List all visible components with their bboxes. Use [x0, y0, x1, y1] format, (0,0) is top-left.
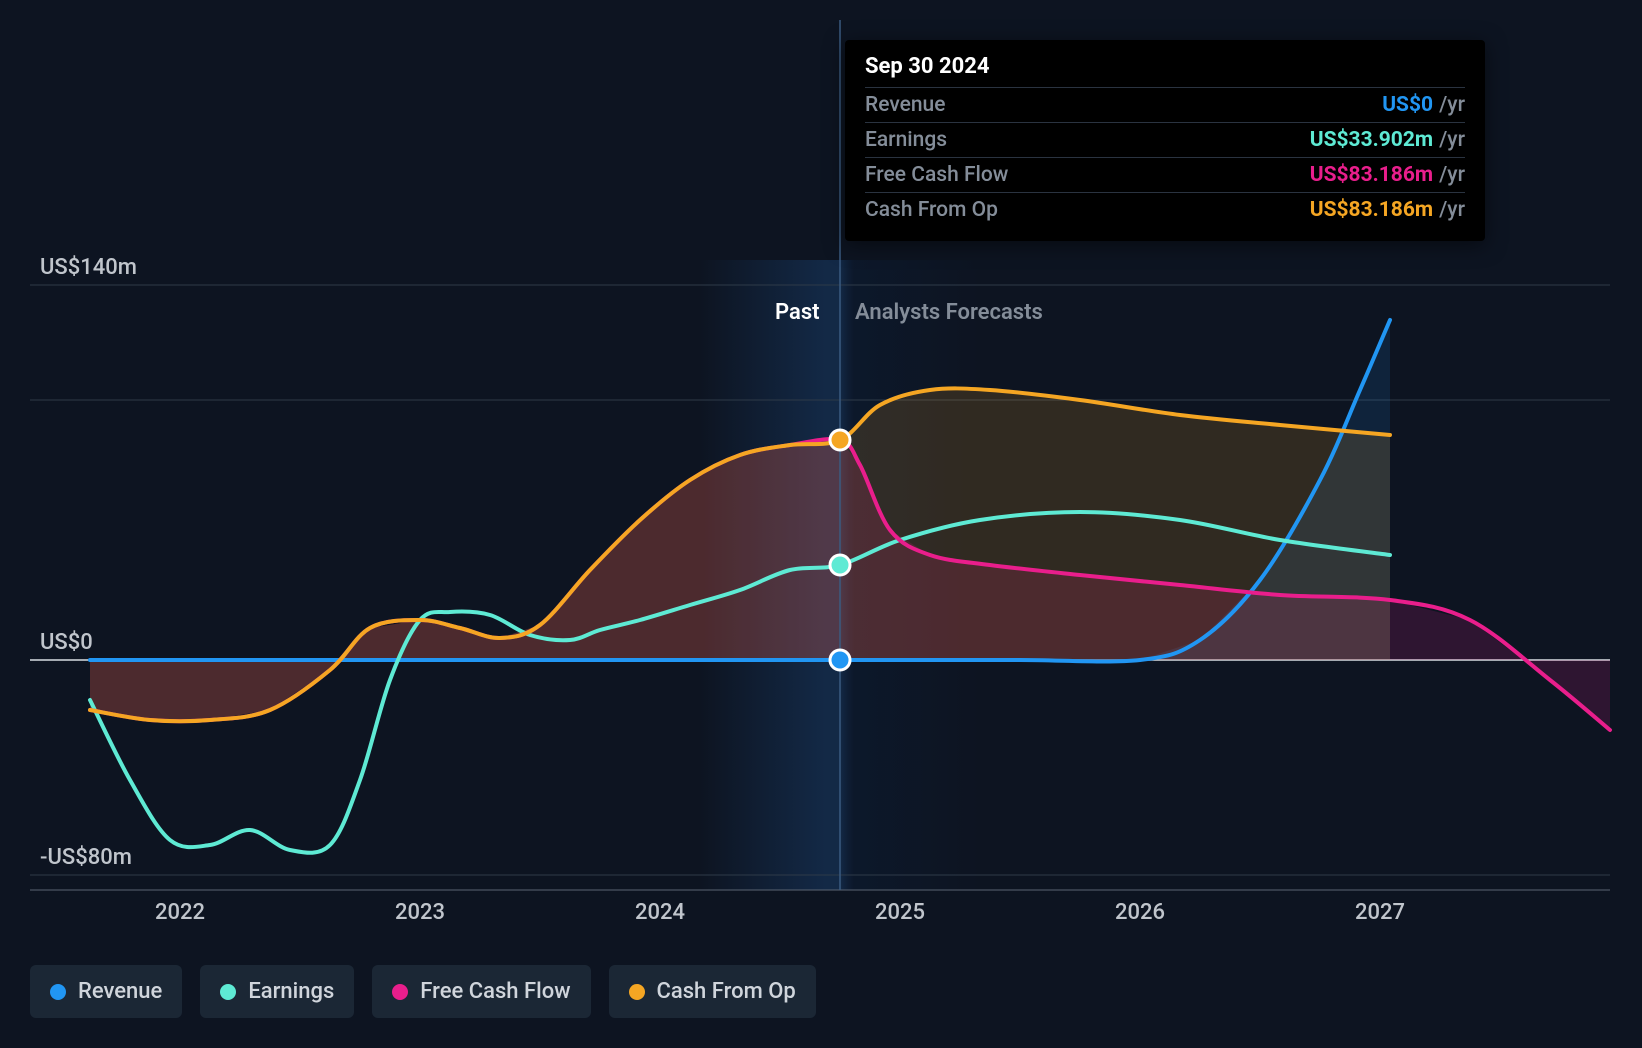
legend-dot-icon: [629, 984, 645, 1000]
legend-item[interactable]: Revenue: [30, 965, 182, 1018]
tooltip-metric-label: Earnings: [865, 128, 947, 152]
y-axis-label: -US$80m: [40, 845, 132, 870]
tooltip-metric-unit: /yr: [1439, 163, 1465, 187]
legend-label: Revenue: [78, 979, 162, 1004]
legend-dot-icon: [50, 984, 66, 1000]
y-axis-label: US$0: [40, 630, 93, 655]
past-label: Past: [775, 300, 820, 325]
x-axis-label: 2023: [395, 900, 445, 925]
tooltip-metric-unit: /yr: [1439, 128, 1465, 152]
legend-dot-icon: [392, 984, 408, 1000]
legend-label: Earnings: [248, 979, 334, 1004]
tooltip-row: Free Cash Flow US$83.186m/yr: [865, 157, 1465, 192]
tooltip-row: Cash From Op US$83.186m/yr: [865, 192, 1465, 227]
forecast-label: Analysts Forecasts: [855, 300, 1043, 325]
tooltip-row: Revenue US$0/yr: [865, 87, 1465, 122]
tooltip-date: Sep 30 2024: [865, 54, 1465, 87]
legend-item[interactable]: Free Cash Flow: [372, 965, 590, 1018]
x-axis-label: 2027: [1355, 900, 1405, 925]
tooltip-metric-label: Cash From Op: [865, 198, 998, 222]
legend-item[interactable]: Cash From Op: [609, 965, 816, 1018]
tooltip-metric-label: Revenue: [865, 93, 945, 117]
tooltip-metric-value: US$83.186m: [1310, 198, 1433, 222]
tooltip-metric-unit: /yr: [1439, 198, 1465, 222]
legend-dot-icon: [220, 984, 236, 1000]
financial-chart: US$140mUS$0-US$80m 202220232024202520262…: [30, 20, 1610, 890]
x-axis-label: 2022: [155, 900, 205, 925]
tooltip-row: Earnings US$33.902m/yr: [865, 122, 1465, 157]
tooltip-metric-value: US$0: [1382, 93, 1433, 117]
tooltip-metric-value: US$83.186m: [1310, 163, 1433, 187]
x-axis-label: 2025: [875, 900, 925, 925]
legend-label: Free Cash Flow: [420, 979, 570, 1004]
hover-tooltip: Sep 30 2024 Revenue US$0/yr Earnings US$33.…: [845, 40, 1485, 241]
legend-label: Cash From Op: [657, 979, 796, 1004]
legend-item[interactable]: Earnings: [200, 965, 354, 1018]
y-axis-label: US$140m: [40, 255, 137, 280]
chart-legend: Revenue Earnings Free Cash Flow Cash From O…: [30, 965, 816, 1018]
tooltip-metric-unit: /yr: [1439, 93, 1465, 117]
x-axis-label: 2024: [635, 900, 685, 925]
x-axis-label: 2026: [1115, 900, 1165, 925]
tooltip-metric-label: Free Cash Flow: [865, 163, 1008, 187]
tooltip-metric-value: US$33.902m: [1310, 128, 1433, 152]
